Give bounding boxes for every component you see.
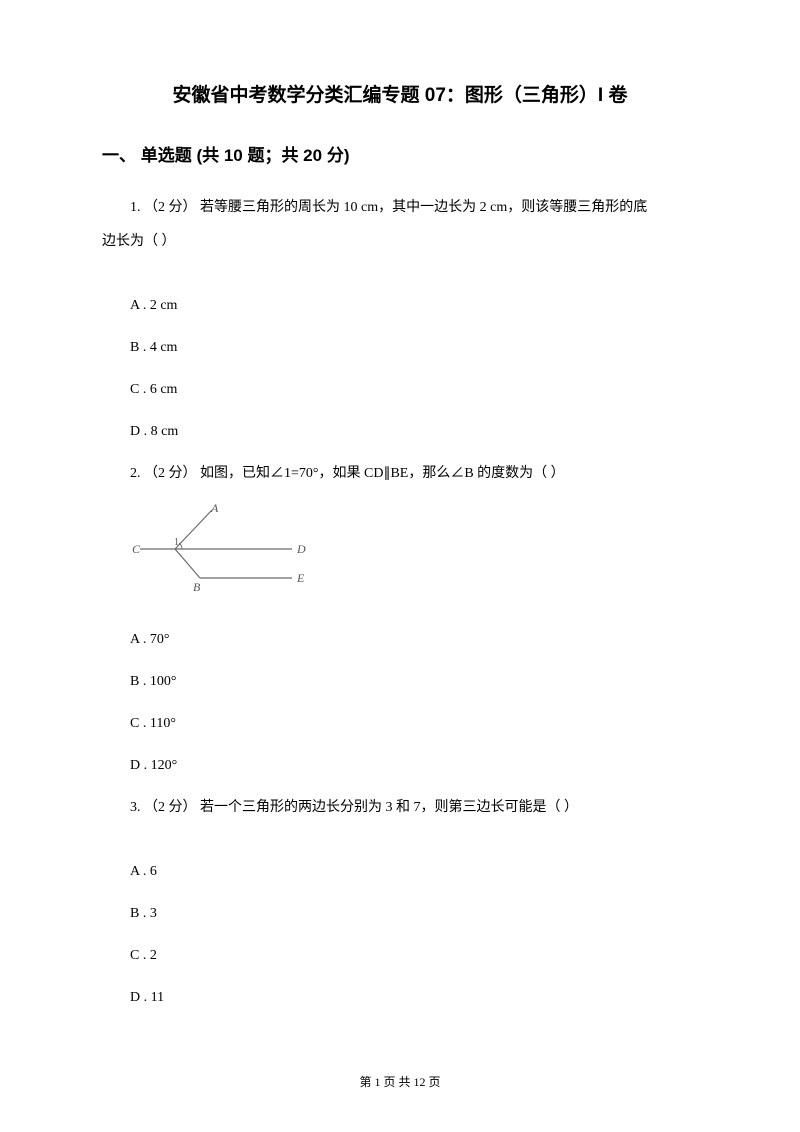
triangle-figure-svg: A C D B E 1 xyxy=(132,502,322,597)
question-1: 1. （2 分） 若等腰三角形的周长为 10 cm，其中一边长为 2 cm，则该… xyxy=(102,194,698,222)
page-footer: 第 1 页 共 12 页 xyxy=(0,1073,800,1090)
document-title: 安徽省中考数学分类汇编专题 07：图形（三角形）I 卷 xyxy=(102,80,698,107)
label-b: B xyxy=(193,580,201,594)
section-header: 一、 单选题 (共 10 题；共 20 分) xyxy=(102,141,698,166)
q1-option-c: C . 6 cm xyxy=(102,376,698,404)
q1-num: 1. xyxy=(130,200,141,215)
line-a-to-1 xyxy=(175,510,212,549)
q3-option-a: A . 6 xyxy=(102,858,698,886)
q2-num: 2. xyxy=(130,466,141,481)
label-d: D xyxy=(296,542,306,556)
question-2: 2. （2 分） 如图，已知∠1=70°，如果 CD∥BE，那么∠B 的度数为（… xyxy=(102,460,698,488)
q3-num: 3. xyxy=(130,800,141,815)
q3-points: （2 分） xyxy=(144,800,197,815)
geometry-figure: A C D B E 1 xyxy=(132,502,698,602)
q2-points: （2 分） xyxy=(144,466,197,481)
q2-option-c: C . 110° xyxy=(102,710,698,738)
q3-text1: 若一个三角形的两边长分别为 3 和 7，则第三边长可能是（ ） xyxy=(200,800,578,815)
label-c: C xyxy=(132,542,141,556)
q3-option-b: B . 3 xyxy=(102,900,698,928)
q1-option-a: A . 2 cm xyxy=(102,292,698,320)
q3-option-c: C . 2 xyxy=(102,942,698,970)
angle-arc xyxy=(179,543,182,549)
page-content: 安徽省中考数学分类汇编专题 07：图形（三角形）I 卷 一、 单选题 (共 10… xyxy=(0,0,800,1066)
q1-text2: 边长为（ ） xyxy=(102,228,698,256)
q2-text1: 如图，已知∠1=70°，如果 CD∥BE，那么∠B 的度数为（ ） xyxy=(200,466,565,481)
label-e: E xyxy=(296,571,305,585)
q1-text1: 若等腰三角形的周长为 10 cm，其中一边长为 2 cm，则该等腰三角形的底 xyxy=(200,200,647,215)
label-angle-1: 1 xyxy=(174,537,179,548)
line-1-to-b xyxy=(175,549,200,578)
q2-option-a: A . 70° xyxy=(102,626,698,654)
q1-option-b: B . 4 cm xyxy=(102,334,698,362)
q3-option-d: D . 11 xyxy=(102,984,698,1012)
question-3: 3. （2 分） 若一个三角形的两边长分别为 3 和 7，则第三边长可能是（ ） xyxy=(102,794,698,822)
label-a: A xyxy=(210,502,219,515)
q2-option-d: D . 120° xyxy=(102,752,698,780)
q1-option-d: D . 8 cm xyxy=(102,418,698,446)
q1-points: （2 分） xyxy=(144,200,197,215)
q2-option-b: B . 100° xyxy=(102,668,698,696)
